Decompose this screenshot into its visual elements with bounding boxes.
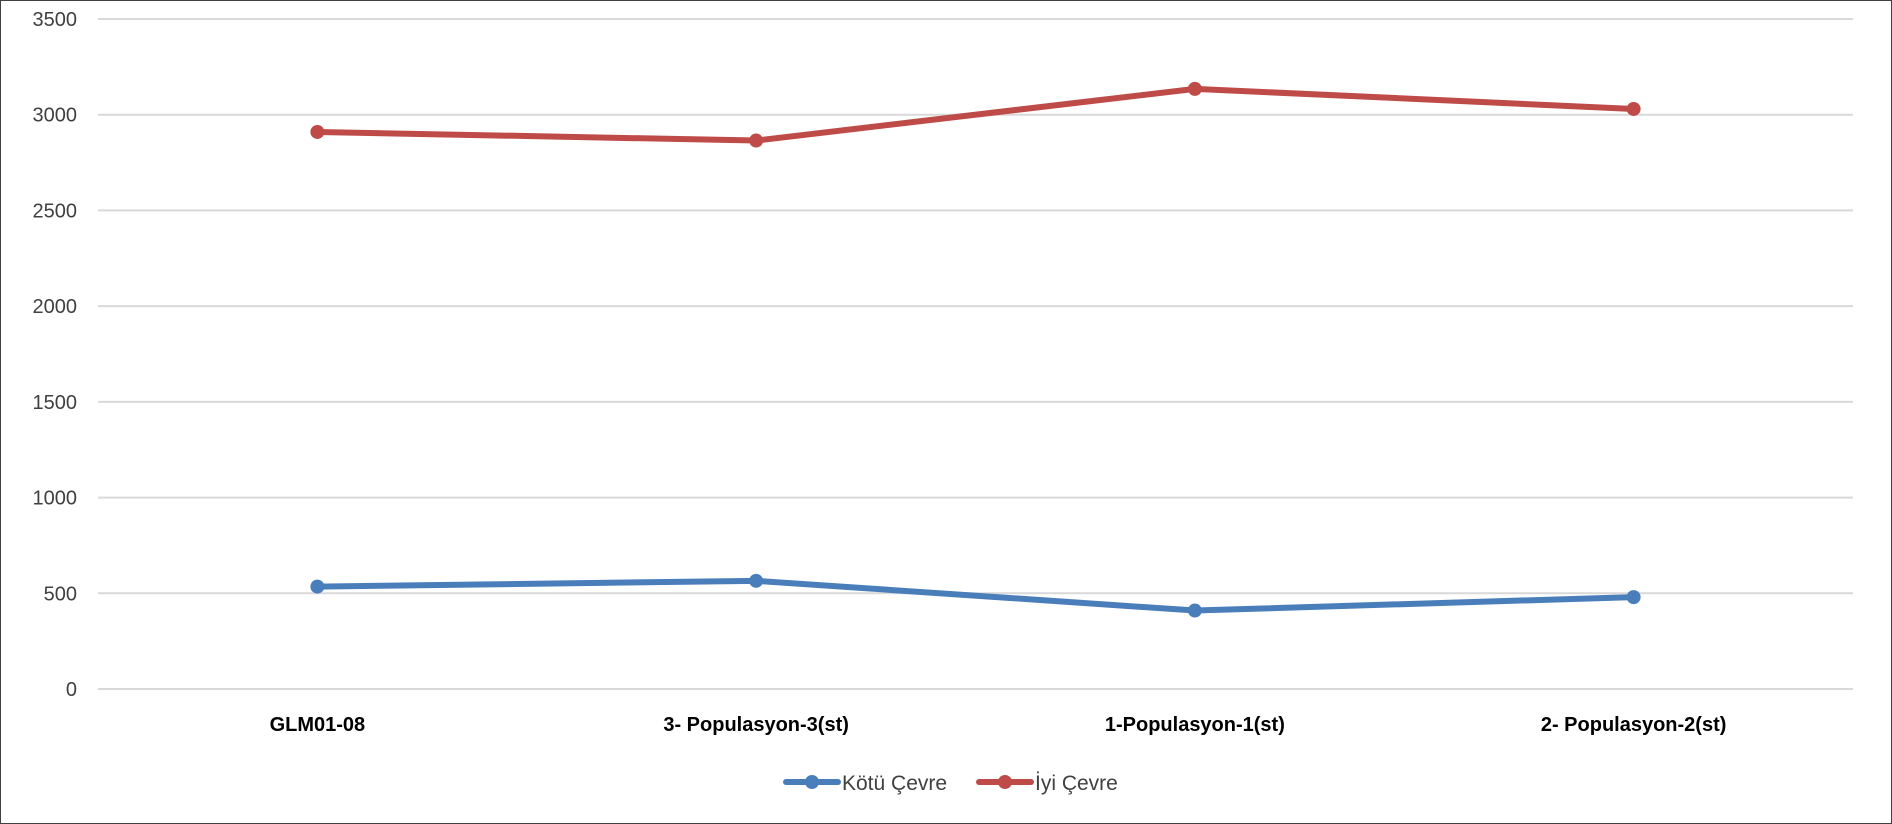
x-tick-label-1: 3- Populasyon-3(st) (663, 714, 849, 736)
y-tick-label-1000: 1000 (33, 488, 78, 510)
series-0-point-3 (1626, 590, 1641, 605)
x-tick-label-2: 1-Populasyon-1(st) (1105, 714, 1285, 736)
y-tick-label-3500: 3500 (33, 9, 78, 31)
series-1-point-3 (1626, 101, 1641, 116)
y-tick-label-2000: 2000 (33, 296, 78, 318)
series-1-point-2 (1187, 81, 1202, 96)
legend-label-0: Kötü Çevre (842, 772, 947, 795)
series-1-point-1 (749, 133, 764, 148)
legend-label-1: İyi Çevre (1035, 772, 1118, 795)
legend-swatch-marker-0 (805, 775, 819, 789)
series-0-point-1 (749, 573, 764, 588)
series-0-point-2 (1187, 603, 1202, 618)
series-1-point-0 (310, 124, 325, 139)
x-tick-label-3: 2- Populasyon-2(st) (1541, 714, 1727, 736)
y-tick-label-2500: 2500 (33, 200, 78, 222)
y-tick-label-500: 500 (44, 583, 77, 605)
y-tick-label-1500: 1500 (33, 392, 78, 414)
series-line-1 (314, 85, 1637, 144)
series-line-0 (314, 577, 1637, 614)
legend-swatch-marker-1 (998, 775, 1012, 789)
series-0-point-0 (310, 579, 325, 594)
x-tick-label-0: GLM01-08 (270, 714, 366, 736)
y-tick-label-0: 0 (66, 679, 77, 701)
y-tick-label-3000: 3000 (33, 105, 78, 127)
